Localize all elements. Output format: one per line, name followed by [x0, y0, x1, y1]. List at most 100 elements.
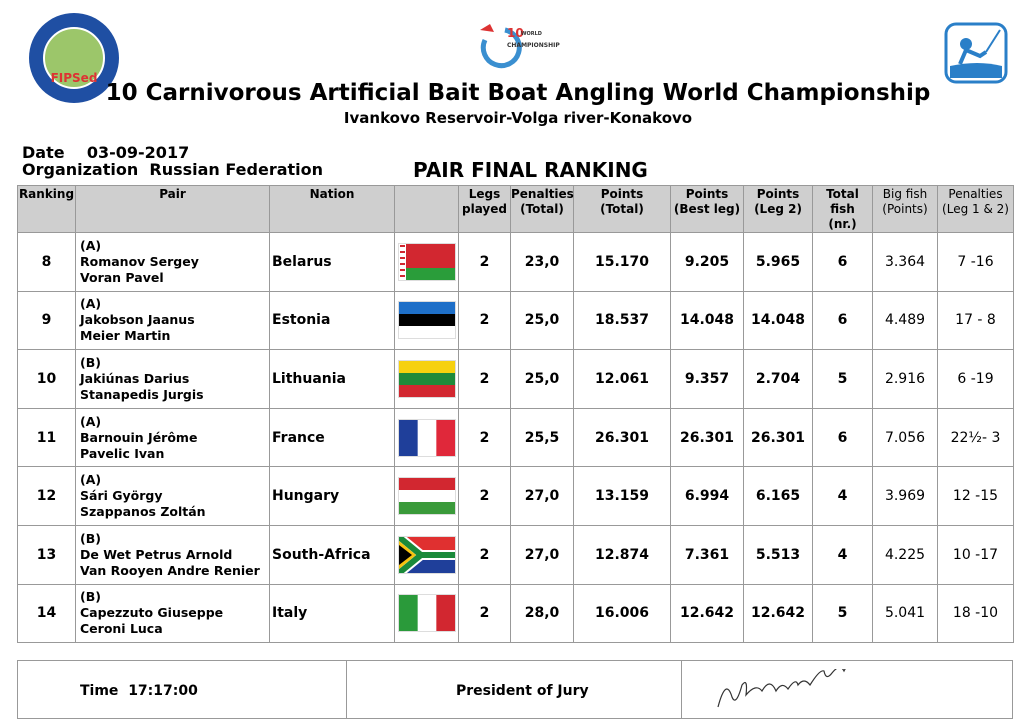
- date: 03-09-2017: [86, 143, 190, 162]
- total-fish: 6: [812, 290, 873, 351]
- penalties: 27,0: [510, 466, 574, 526]
- points: 18.537: [573, 290, 671, 351]
- total-fish: 6: [812, 407, 873, 468]
- flag-cell: [394, 290, 459, 351]
- header-line: Legs: [468, 187, 501, 201]
- ranking: 14: [17, 583, 76, 644]
- column-header: Penalties (Leg 1 & 2): [937, 185, 1014, 233]
- header-line: (Total): [600, 202, 644, 216]
- best-leg: 9.205: [670, 232, 744, 292]
- big-fish: 5.041: [872, 583, 938, 644]
- best-leg: 7.361: [670, 524, 744, 585]
- legs: 2: [458, 407, 511, 468]
- points: 12.874: [573, 524, 671, 585]
- column-header: Total fish (nr.): [812, 185, 873, 233]
- header-line: Points: [600, 187, 644, 201]
- ranking: 13: [17, 524, 76, 585]
- flag: [397, 359, 456, 398]
- points: 12.061: [573, 349, 671, 409]
- column-header: Points (Best leg): [670, 185, 744, 233]
- penalties: 27,0: [510, 524, 574, 585]
- pair: (A) Jakobson Jaanus Meier Martin: [75, 290, 270, 351]
- header-line: (nr.): [828, 217, 857, 231]
- nation: France: [269, 407, 395, 468]
- organization: Russian Federation: [149, 160, 324, 179]
- logos: FIPSed 10 WORLD CHAMPIONSHIP: [29, 13, 1008, 103]
- date-label: Date: [22, 143, 65, 162]
- best-leg: 12.642: [670, 583, 744, 644]
- center-title: CHAMPIONSHIP: [507, 42, 560, 49]
- penalties-legs: 17 - 8: [937, 290, 1014, 351]
- header-line: Big fish: [882, 187, 928, 201]
- column-header: Nation: [269, 185, 395, 233]
- legs: 2: [458, 524, 511, 585]
- total-fish: 4: [812, 524, 873, 585]
- column-header: Pair: [75, 185, 270, 233]
- header-line: Total fish: [826, 187, 859, 216]
- pair-member: Meier Martin: [80, 328, 171, 344]
- ranking: 12: [17, 466, 76, 526]
- pair: (A) Sári György Szappanos Zoltán: [75, 466, 270, 526]
- penalties: 25,5: [510, 407, 574, 468]
- organization-label: Organization: [22, 160, 139, 179]
- header-line: (Points): [882, 202, 928, 216]
- pair-member: Jakobson Jaanus: [80, 312, 195, 328]
- legs: 2: [458, 232, 511, 292]
- big-fish: 3.969: [872, 466, 938, 526]
- header-line: Penalties: [511, 187, 574, 201]
- table-row: 11 (A) Barnouin Jérôme Pavelic Ivan France 2 2…: [17, 407, 1014, 468]
- pair-group: (A): [80, 296, 102, 312]
- penalties-legs: 12 -15: [937, 466, 1014, 526]
- best-leg: 9.357: [670, 349, 744, 409]
- leg2: 26.301: [743, 407, 813, 468]
- big-fish: 4.489: [872, 290, 938, 351]
- penalties-legs: 10 -17: [937, 524, 1014, 585]
- legs: 2: [458, 349, 511, 409]
- subtitle: Ivankovo Reservoir-Volga river-Konakovo: [343, 109, 693, 127]
- heading: PAIR FINAL RANKING: [413, 158, 648, 182]
- header-line: (Best leg): [673, 202, 741, 216]
- column-header: Big fish (Points): [872, 185, 938, 233]
- leg2: 5.513: [743, 524, 813, 585]
- ranking: 9: [17, 290, 76, 351]
- leg2: 6.165: [743, 466, 813, 526]
- time: 17:17:00: [128, 683, 198, 699]
- nation: Estonia: [269, 290, 395, 351]
- penalties: 28,0: [510, 583, 574, 644]
- flag-cell: [394, 524, 459, 585]
- ranking: 11: [17, 407, 76, 468]
- footer: Time 17:17:00 President of Jury: [17, 660, 1013, 719]
- organization-line: Organization Russian Federation: [22, 160, 323, 179]
- flag: [397, 301, 456, 340]
- points: 15.170: [573, 232, 671, 292]
- header-line: Points: [685, 187, 729, 201]
- pair-group: (A): [80, 413, 102, 429]
- pair-member: Pavelic Ivan: [80, 445, 165, 461]
- president-label: President of Jury: [456, 683, 589, 699]
- pair-member: Romanov Sergey: [80, 253, 199, 269]
- penalties-legs: 18 -10: [937, 583, 1014, 644]
- pair-member: Van Rooyen Andre Renier: [80, 562, 260, 578]
- pair: (B) Jakiúnas Darius Stanapedis Jurgis: [75, 349, 270, 409]
- pair-member: Szappanos Zoltán: [80, 504, 206, 520]
- penalties-legs: 7 -16: [937, 232, 1014, 292]
- flag-cell: [394, 232, 459, 292]
- points: 16.006: [573, 583, 671, 644]
- pair: (B) De Wet Petrus Arnold Van Rooyen Andre …: [75, 524, 270, 585]
- header-line: Pair: [159, 187, 186, 201]
- flag-cell: [394, 407, 459, 468]
- pair-member: Voran Pavel: [80, 269, 164, 285]
- flag-cell: [394, 583, 459, 644]
- leg2: 2.704: [743, 349, 813, 409]
- table-row: 8 (A) Romanov Sergey Voran Pavel Belarus 2 23,…: [17, 232, 1014, 292]
- total-fish: 6: [812, 232, 873, 292]
- best-leg: 6.994: [670, 466, 744, 526]
- penalties: 23,0: [510, 232, 574, 292]
- table-row: 12 (A) Sári György Szappanos Zoltán Hungary 2…: [17, 466, 1014, 526]
- table-row: 9 (A) Jakobson Jaanus Meier Martin Estonia 2 2…: [17, 290, 1014, 351]
- flag: [397, 477, 456, 516]
- total-fish: 5: [812, 583, 873, 644]
- big-fish: 4.225: [872, 524, 938, 585]
- center-logo: [480, 27, 522, 69]
- time-line: Time 17:17:00: [80, 661, 198, 718]
